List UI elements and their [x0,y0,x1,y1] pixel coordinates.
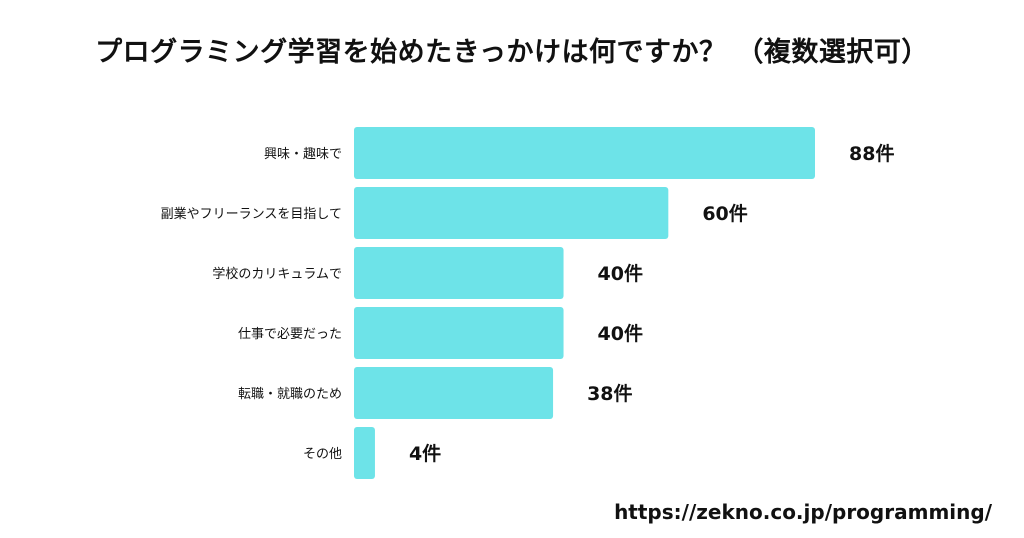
value-label-4: 38件 [587,382,632,405]
value-label-0: 88件 [849,142,894,165]
category-label-1: 副業やフリーランスを目指して [161,206,342,222]
chart-title: プログラミング学習を始めたきっかけは何ですか？ （複数選択可） [95,37,929,68]
bar-5 [354,427,375,479]
category-label-2: 学校のカリキュラムで [212,266,342,282]
value-label-5: 4件 [409,442,441,465]
bar-0 [354,127,815,179]
value-label-1: 60件 [702,202,747,225]
value-label-2: 40件 [598,262,643,285]
category-label-4: 転職・就職のため [238,387,342,402]
category-label-3: 仕事で必要だった [238,327,342,342]
source-url[interactable]: https://zekno.co.jp/programming/ [614,500,992,524]
bar-4 [354,367,554,419]
category-label-0: 興味・趣味で [264,147,342,162]
value-label-3: 40件 [598,322,643,345]
bar-3 [354,307,564,359]
bar-2 [354,247,564,299]
category-label-5: その他 [303,447,342,462]
bar-1 [354,187,669,239]
